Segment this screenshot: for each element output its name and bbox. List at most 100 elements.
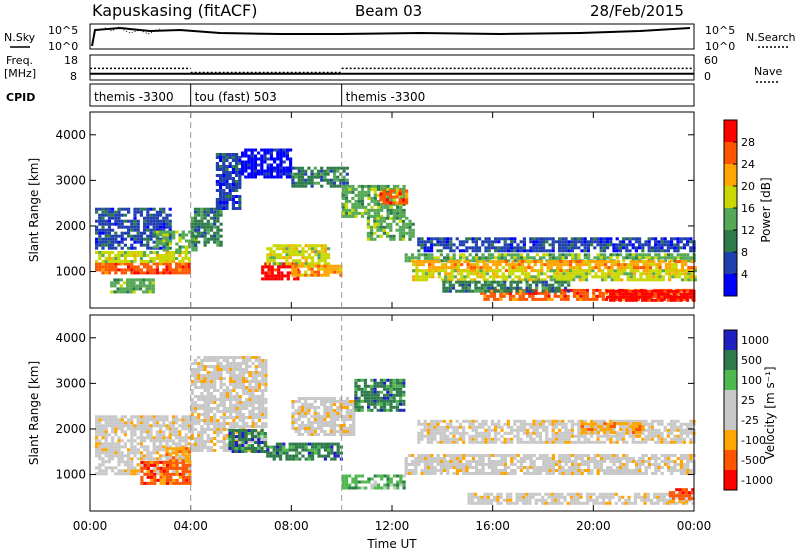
scatter-cell [316,424,321,427]
scatter-cell [248,383,252,386]
scatter-cell [411,469,415,472]
scatter-cell [466,272,470,276]
scatter-cell [213,210,217,214]
scatter-cell [399,483,403,487]
scatter-cell [297,175,301,179]
scatter-cell [197,398,201,401]
scatter-cell [509,289,513,293]
scatter-cell [289,175,293,179]
scatter-cell [291,253,295,257]
scatter-cell [213,419,217,422]
scatter-cell [219,213,223,217]
scatter-cell [250,148,254,152]
scatter-cell [494,237,498,241]
scatter-cell [178,424,182,428]
scatter-cell [193,440,198,443]
scatter-cell [518,294,522,298]
scatter-cell [216,404,220,407]
scatter-cell [149,457,153,461]
scatter-cell [402,187,406,191]
scatter-cell [430,457,434,460]
scatter-cell [295,442,299,446]
scatter-cell [420,246,424,250]
scatter-cell [300,184,305,188]
scatter-cell [146,445,150,449]
scatter-cell [253,160,257,164]
scatter-cell [250,438,254,441]
scatter-cell [276,166,280,170]
scatter-cell [193,404,198,407]
scatter-cell [689,289,693,293]
scatter-cell [363,384,367,388]
scatter-cell [537,297,541,301]
scatter-cell [657,253,661,257]
scatter-cell [516,243,520,247]
scatter-cell [644,240,648,244]
scatter-cell [146,237,150,241]
scatter-cell [285,151,289,155]
scatter-cell [311,448,315,452]
scatter-cell [111,430,115,434]
scatter-cell [668,266,672,270]
scatter-cell [423,256,427,260]
scatter-cell [190,368,194,371]
freq-label-top: Freq. [6,54,33,67]
scatter-cell [269,445,273,449]
scatter-cell [279,451,283,455]
scatter-cell [592,288,596,292]
scatter-cell [241,422,246,425]
scatter-cell [133,445,137,449]
scatter-cell [206,413,210,416]
scatter-cell [354,208,358,212]
scatter-cell [442,286,446,290]
scatter-cell [107,216,111,220]
scatter-cell [447,266,451,270]
scatter-cell [152,257,156,260]
scatter-cell [222,389,226,392]
scatter-cell [101,457,105,461]
scatter-cell [320,169,324,173]
scatter-cell [326,267,330,271]
scatter-cell [317,244,321,248]
scatter-cell [132,278,136,282]
scatter-cell [609,256,613,260]
scatter-cell [447,260,451,264]
scatter-cell [538,249,542,253]
scatter-cell [95,421,99,425]
scatter-cell [136,472,140,476]
scatter-cell [248,389,252,392]
colorbar-tick-label: 20 [741,180,755,193]
scatter-cell [402,474,406,478]
scatter-cell [219,356,223,359]
scatter-cell [392,396,396,400]
scatter-cell [146,216,150,220]
scatter-cell [538,280,542,284]
scatter-cell [225,153,229,156]
scatter-cell [396,486,400,490]
scatter-cell [104,219,108,223]
scatter-cell [622,243,626,247]
scatter-cell [304,259,308,263]
scatter-cell [266,163,270,167]
scatter-cell [336,166,340,170]
scatter-cell [411,256,415,260]
scatter-cell [323,256,327,260]
scatter-cell [625,246,629,250]
scatter-cell [304,169,308,173]
scatter-cell [295,259,299,263]
scatter-cell [559,272,563,276]
scatter-cell [479,260,483,264]
scatter-cell [632,269,637,273]
scatter-cell [531,297,535,301]
scatter-cell [323,259,327,263]
scatter-cell [513,249,517,253]
scatter-cell [503,286,507,290]
scatter-cell [130,237,134,241]
scatter-cell [551,283,555,287]
scatter-cell [392,214,397,218]
scatter-cell [493,286,497,290]
scatter-cell [492,272,496,276]
scatter-cell [307,273,311,277]
scatter-cell [452,243,456,247]
scatter-cell [461,289,465,293]
